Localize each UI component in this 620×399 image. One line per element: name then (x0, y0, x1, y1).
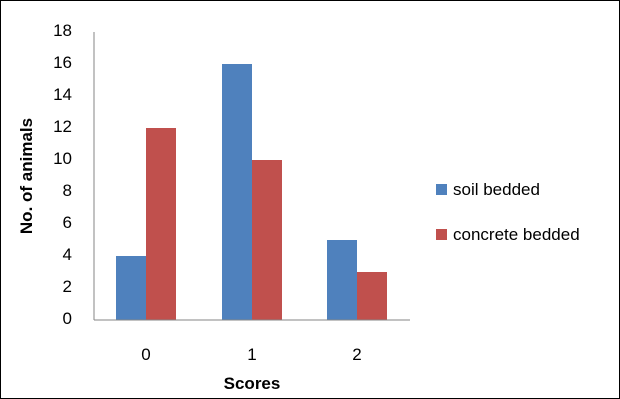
y-axis-ticks: 0 2 4 6 8 10 12 14 16 18 (53, 21, 72, 328)
legend-swatch-soil-bedded (436, 184, 447, 195)
legend-swatch-concrete-bedded (436, 229, 447, 240)
y-axis-title: No. of animals (17, 118, 36, 234)
x-tick-label: 0 (141, 345, 150, 364)
y-tick-label: 6 (63, 213, 72, 232)
axes (93, 32, 410, 321)
y-tick-label: 4 (63, 245, 72, 264)
bar-concrete-bedded-2 (357, 272, 387, 320)
legend-label-soil-bedded: soil bedded (453, 180, 540, 199)
x-axis-title: Scores (224, 374, 281, 393)
bar-soil-bedded-1 (222, 64, 252, 320)
bar-concrete-bedded-0 (146, 128, 176, 320)
y-tick-label: 2 (63, 277, 72, 296)
bar-soil-bedded-0 (116, 256, 146, 320)
x-tick-label: 2 (352, 345, 361, 364)
y-tick-label: 16 (53, 53, 72, 72)
y-tick-label: 10 (53, 149, 72, 168)
y-tick-label: 14 (53, 85, 72, 104)
bars-group (116, 64, 387, 320)
bar-concrete-bedded-1 (252, 160, 282, 320)
x-axis-ticks: 0 1 2 (141, 345, 361, 364)
y-tick-label: 8 (63, 181, 72, 200)
y-tick-label: 18 (53, 21, 72, 40)
bar-soil-bedded-2 (327, 240, 357, 320)
y-tick-label: 0 (63, 309, 72, 328)
legend: soil bedded concrete bedded (436, 180, 580, 244)
x-tick-label: 1 (247, 345, 256, 364)
y-tick-label: 12 (53, 117, 72, 136)
legend-label-concrete-bedded: concrete bedded (453, 225, 580, 244)
